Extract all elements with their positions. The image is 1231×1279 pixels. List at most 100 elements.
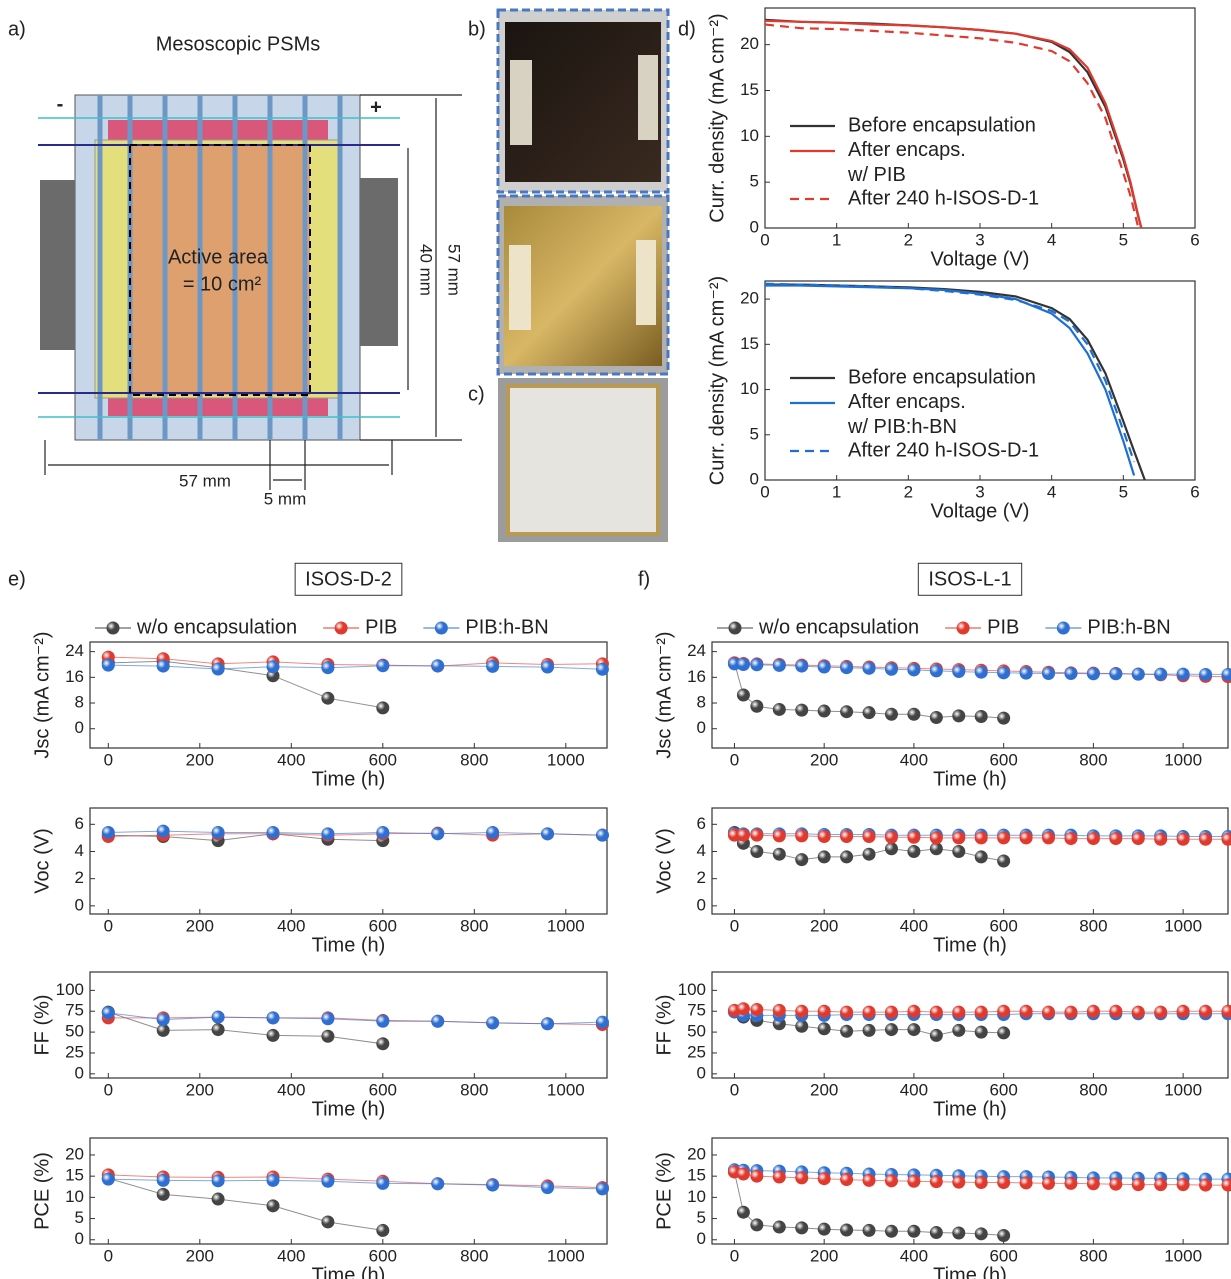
data-point [376,825,390,839]
y-tick-label: 0 [75,1063,84,1082]
data-point [997,1229,1011,1243]
x-tick-label: 1 [832,482,841,501]
chart-title: ISOS-L-1 [928,568,1011,590]
data-point [211,1010,225,1024]
data-point [1109,1004,1123,1018]
x-tick-label: 600 [989,916,1017,935]
data-point [541,660,555,674]
legend-label: Before encapsulation [848,366,1036,388]
data-point [929,842,943,856]
data-point [929,664,943,678]
title-box [917,562,1023,596]
data-point [1176,832,1190,846]
x-tick-label: 4 [1047,230,1056,249]
photo [496,8,670,542]
x-axis-label: Time (h) [312,1098,386,1120]
plot-frame [89,807,608,915]
y-axis-label: PCE (%) [31,1152,53,1230]
data-point [211,662,225,676]
y-tick-label: 8 [697,693,706,712]
series-line [108,664,603,670]
x-axis-label: Time (h) [312,934,386,956]
legend-marker [434,621,448,635]
legend-label: PIB:h-BN [1087,616,1170,638]
data-point [907,1004,921,1018]
dimension-label: 57 mm [179,471,231,490]
data-point [1221,1004,1231,1018]
y-tick-label: 15 [740,80,759,99]
x-tick-label: 800 [460,916,488,935]
legend-marker [334,621,348,635]
data-point [750,844,764,858]
x-tick-label: 0 [730,1080,739,1099]
data-point [1086,832,1100,846]
data-point [795,1019,809,1033]
x-tick-label: 200 [810,1080,838,1099]
plot-frame [711,1137,1229,1245]
series-line [108,1178,603,1190]
data-point [862,830,876,844]
data-point [376,701,390,715]
data-point [795,853,809,867]
y-tick-label: 2 [697,868,706,887]
legend-label: w/o encapsulation [136,616,297,638]
data-point [1019,666,1033,680]
x-tick-label: 200 [186,750,214,769]
data-point [1109,1177,1123,1191]
legend-marker [956,621,970,635]
data-point [817,1172,831,1186]
data-point [1221,667,1231,681]
series-line [108,830,603,836]
x-tick-label: 1 [832,230,841,249]
y-tick-label: 20 [740,34,759,53]
data-point [1176,1004,1190,1018]
data-point [952,1005,966,1019]
y-tick-label: 0 [750,469,759,488]
y-tick-label: 0 [697,895,706,914]
legend-label: After encaps. w/ PIB:h-BN [847,391,966,438]
plot-frame [711,971,1229,1079]
y-tick-label: 0 [697,1229,706,1248]
data-point [952,831,966,845]
x-tick-label: 800 [460,1246,488,1265]
data-point [1154,667,1168,681]
chart-title: ISOS-D-2 [305,568,392,590]
data-point [884,707,898,721]
data-point [736,1002,750,1016]
series-line [108,1012,603,1025]
data-point [772,702,786,716]
y-tick-label: 100 [678,980,706,999]
data-point [772,1170,786,1184]
x-tick-label: 200 [186,916,214,935]
data-point [974,1176,988,1190]
data-point [997,854,1011,868]
data-point [1019,1176,1033,1190]
x-tick-label: 200 [186,1246,214,1265]
data-point [750,828,764,842]
data-point [266,1173,280,1187]
x-tick-label: 800 [1079,916,1107,935]
data-point [750,699,764,713]
data-point [1199,667,1213,681]
data-point [772,847,786,861]
data-point [997,1176,1011,1190]
data-point [156,1013,170,1027]
series-line [764,23,1139,226]
data-point [907,707,921,721]
x-tick-label: 400 [277,916,305,935]
y-tick-label: 100 [56,980,84,999]
y-tick-label: 50 [65,1022,84,1041]
data-point [321,1029,335,1043]
data-point [997,711,1011,725]
data-point [772,658,786,672]
data-point [376,1176,390,1190]
data-point [974,850,988,864]
legend-label: After 240 h-ISOS-D-1 [848,439,1039,461]
data-point [840,1223,854,1237]
legend-marker [106,621,120,635]
x-tick-label: 0 [730,750,739,769]
x-tick-label: 200 [810,916,838,935]
y-axis-label: Jsc (mA cm⁻²) [653,631,675,758]
data-point [1042,1005,1056,1019]
data-point [862,1005,876,1019]
